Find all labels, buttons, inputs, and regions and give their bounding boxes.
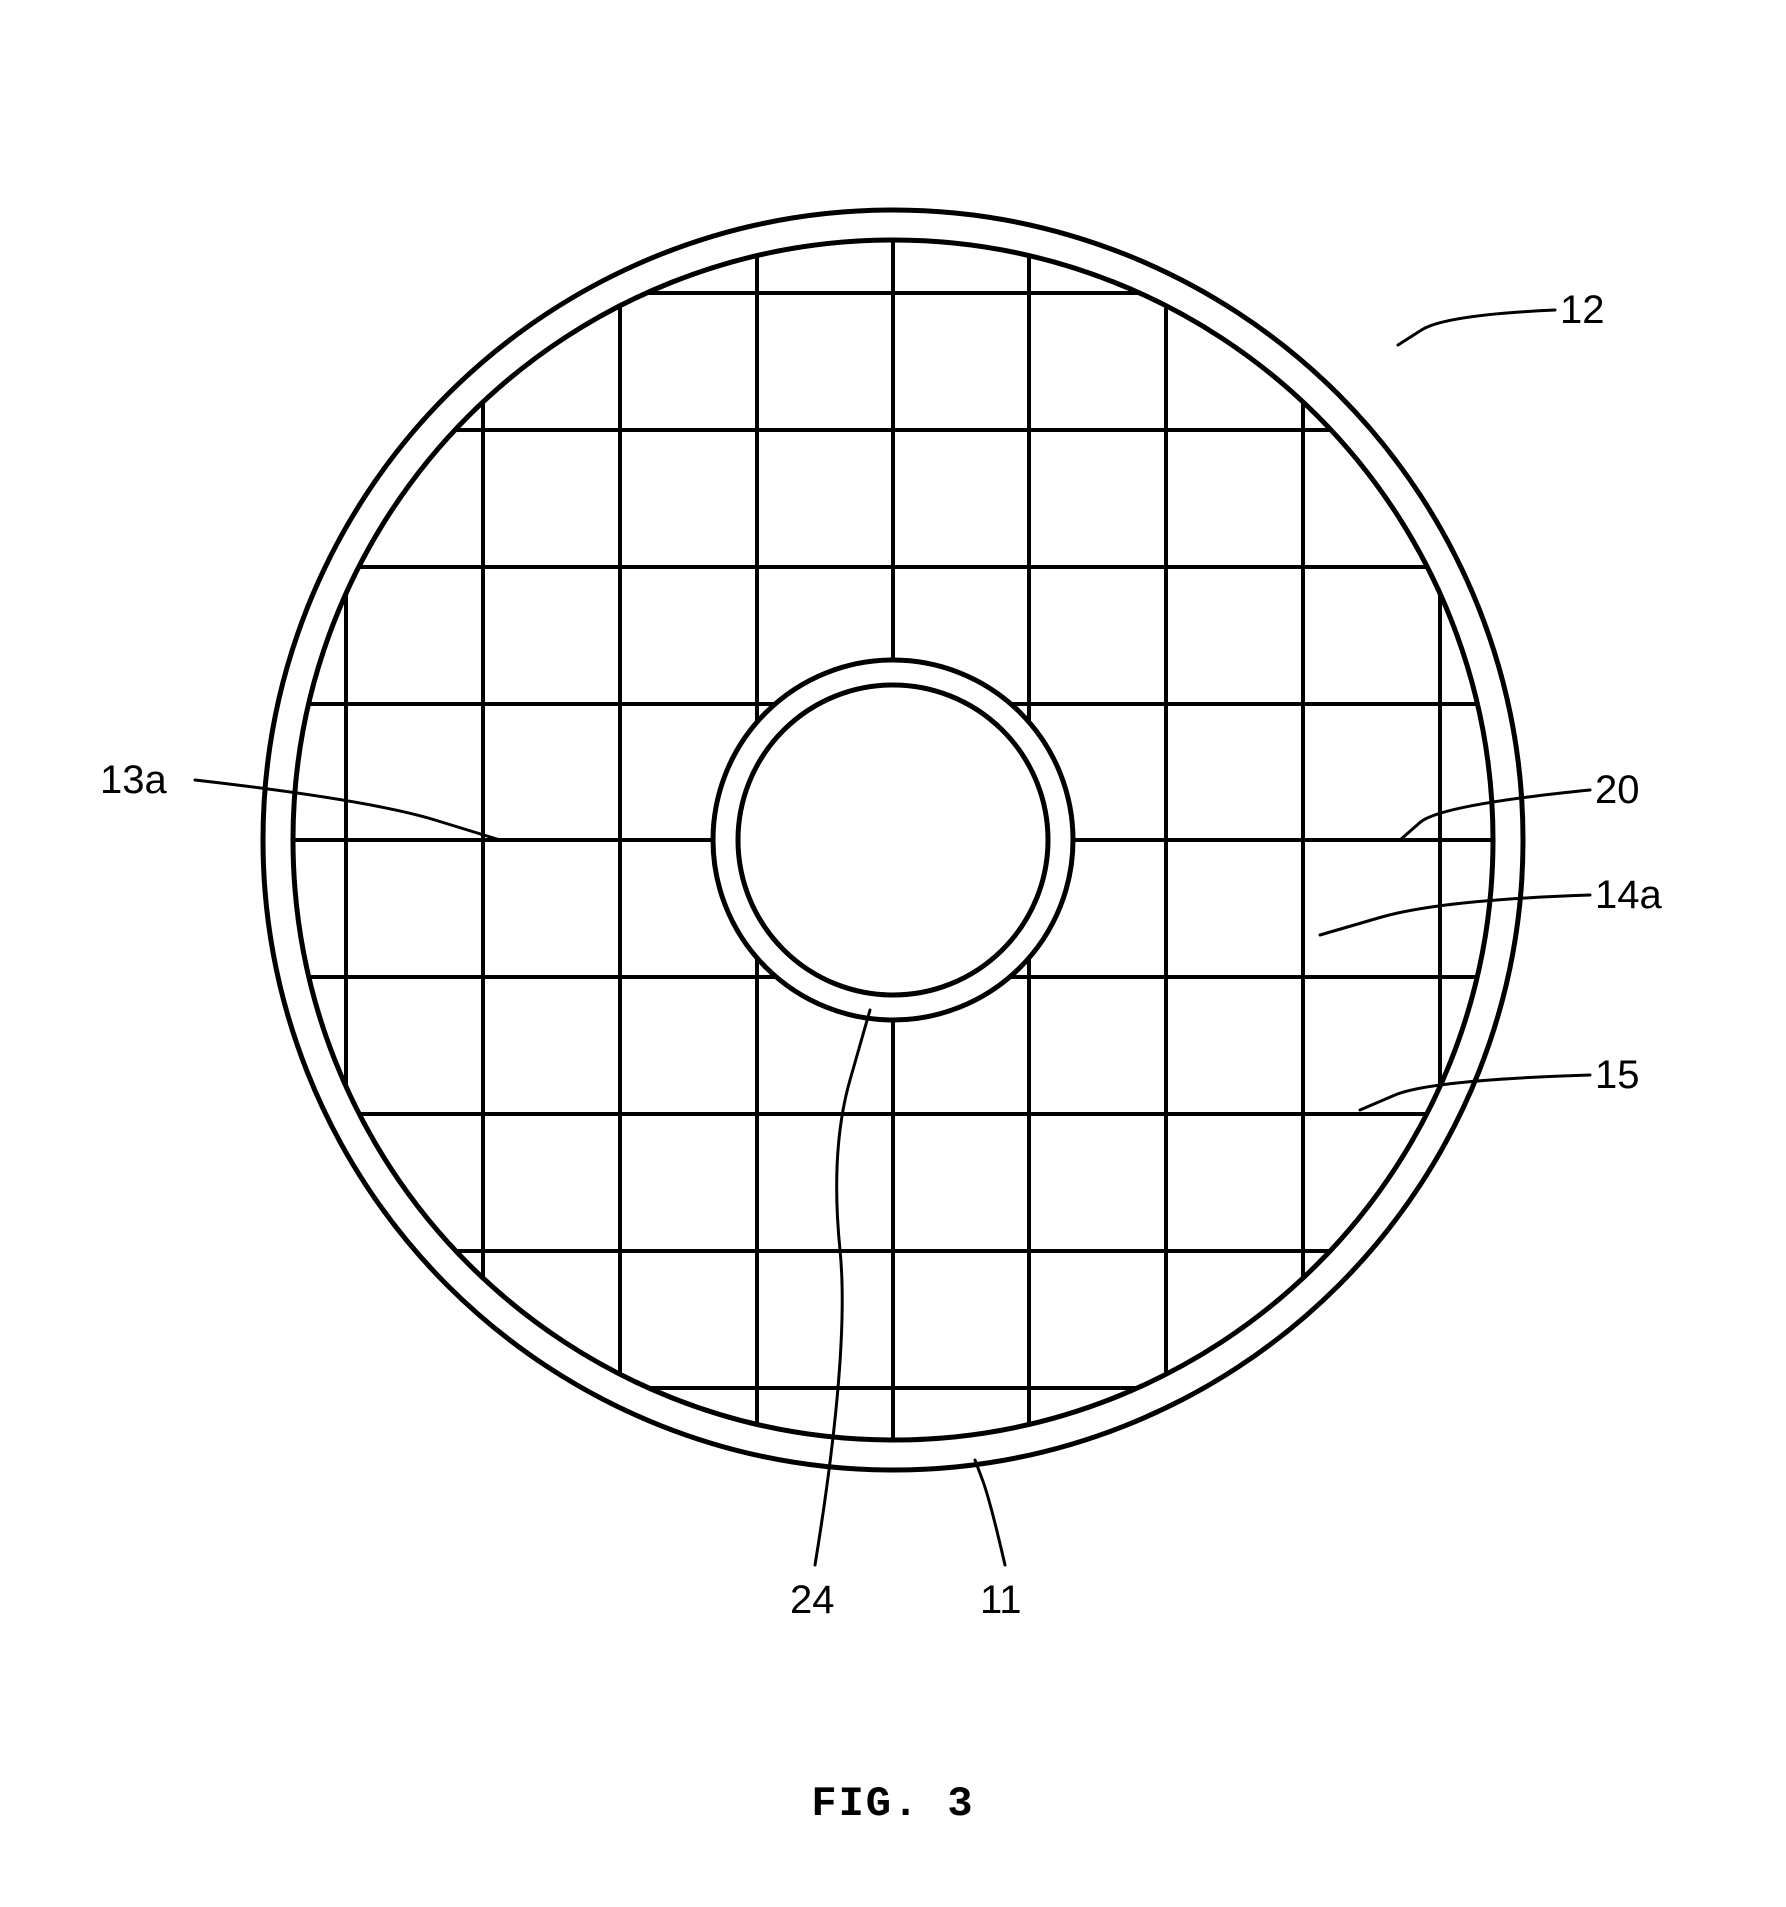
ref-label-13a: 13a bbox=[100, 760, 167, 800]
ref-label-12: 12 bbox=[1560, 290, 1605, 330]
ref-label-20: 20 bbox=[1595, 770, 1640, 810]
leader-15 bbox=[1360, 1075, 1590, 1110]
leader-11 bbox=[975, 1460, 1005, 1565]
leader-14a bbox=[1320, 895, 1590, 935]
figure-3-diagram bbox=[0, 0, 1786, 1907]
ref-label-24: 24 bbox=[790, 1580, 835, 1620]
ref-label-11: 11 bbox=[980, 1580, 1022, 1620]
leader-24 bbox=[815, 1010, 870, 1565]
inner-ring-inner bbox=[738, 685, 1048, 995]
figure-caption: FIG. 3 bbox=[0, 1780, 1786, 1828]
ref-label-14a: 14a bbox=[1595, 875, 1662, 915]
leader-12 bbox=[1398, 310, 1555, 345]
ref-label-15: 15 bbox=[1595, 1055, 1640, 1095]
